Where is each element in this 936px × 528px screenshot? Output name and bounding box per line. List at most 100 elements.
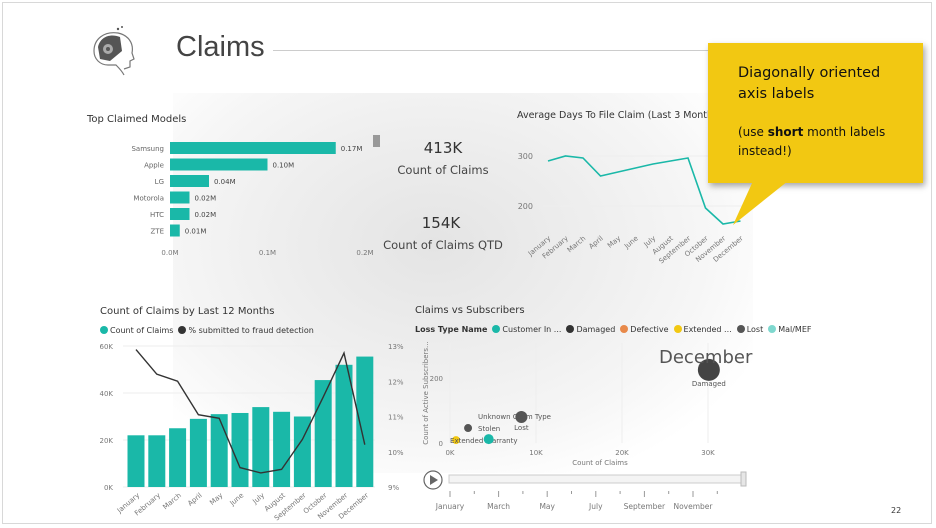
point-label: Lost [514,424,529,432]
bar-samsung [170,142,336,154]
kpi-claims-qtd-label: Count of Claims QTD [383,238,503,252]
callout-annotation: Diagonally oriented axis labels (use sho… [708,43,923,183]
teal-dot-icon [100,326,108,334]
visual-title-claims-last-12-months: Count of Claims by Last 12 Months [100,306,275,317]
kpi-count-of-claims-label: Count of Claims [397,163,489,177]
x-tick-label: 20K [615,449,629,457]
legend-title: Loss Type Name [415,325,488,334]
data-label: 0.02M [195,211,217,219]
y-left-tick-label: 20K [100,437,114,445]
legend-item[interactable]: Mal/MEF [768,325,811,334]
x-tick-label: 0K [445,449,454,457]
scatter-point [483,434,494,445]
scrollbar-thumb[interactable] [373,135,380,147]
x-tick-label: July [251,491,267,506]
y-right-tick-label: 10% [388,449,404,457]
bar-june [231,412,249,487]
legend-dot-icon [620,325,629,333]
legend-dot-icon [492,325,501,333]
bar-htc [170,208,190,220]
scatter-point [464,424,473,433]
x-tick-label: 0.1M [259,249,276,257]
y-axis-label: Count of Active Subscribers... [422,341,430,444]
bar-april [189,418,207,487]
play-axis-label: July [588,502,603,511]
category-label: LG [155,178,164,186]
play-icon [430,475,438,485]
legend-item[interactable]: Customer In ... [492,325,561,334]
legend-item[interactable]: Extended ... [673,325,732,334]
bar-august [273,411,291,487]
play-axis-label: May [539,502,555,511]
kpi-count-of-claims-value: 413K [423,139,463,157]
bar-february [148,435,166,487]
bar-september [293,416,311,487]
data-label: 0.02M [195,195,217,203]
callout-note: (use short month labels instead!) [738,125,886,158]
x-tick-label: 0.2M [356,249,373,257]
point-label: Damaged [692,380,726,388]
play-axis-label: March [487,502,510,511]
category-label: Samsung [131,145,164,153]
y-tick-label: 0 [439,440,443,448]
combo-legend: Count of Claims % submitted to fraud det… [100,326,314,335]
data-label: 0.10M [273,162,295,170]
fraud-line-series [135,349,366,474]
scatter-point [697,358,720,381]
play-axis-label: January [435,502,465,511]
legend-dot-icon [566,325,575,333]
play-axis-slider[interactable] [448,474,745,484]
x-tick-label: 0.0M [161,249,178,257]
x-tick-label: April [186,491,203,507]
kpi-claims-qtd-value: 154K [421,214,461,232]
category-label: ZTE [151,228,165,236]
point-label: Extended Warranty [450,437,517,445]
page-title: Claims [176,31,265,63]
bar-march [169,428,187,487]
y-left-tick-label: 60K [100,343,114,351]
legend-item-count-of-claims[interactable]: Count of Claims [100,326,173,335]
point-label: Unknown Claim Type [478,413,551,421]
callout-heading: Diagonally oriented axis labels [738,65,881,102]
y-right-tick-label: 12% [388,378,404,386]
category-label: Motorola [133,195,164,203]
x-tick-label: June [228,491,246,508]
x-tick-label: 30K [701,449,715,457]
bar-january [127,435,145,487]
y-left-tick-label: 0K [104,484,113,492]
scatter-legend: Loss Type Name Customer In ... Damaged Def… [415,325,811,334]
legend-item[interactable]: Damaged [566,325,615,334]
bar-zte [170,224,180,237]
visual-title-top-claimed-models: Top Claimed Models [87,114,187,125]
bar-lg [170,175,209,187]
x-tick-label: June [622,234,640,251]
title-divider [273,50,733,51]
x-tick-label: April [587,234,604,250]
legend-dot-icon [736,325,745,333]
legend-item-fraud[interactable]: % submitted to fraud detection [178,326,314,335]
page-number: 22 [891,506,902,515]
line-series [547,155,741,225]
scatter-point [452,436,461,445]
bar-july [252,407,270,487]
dark-dot-icon [178,326,187,334]
x-tick-label: March [161,491,182,511]
bar-may [210,414,228,487]
y-right-tick-label: 9% [388,484,399,492]
data-label: 0.01M [185,228,207,236]
legend-item[interactable]: Defective [620,325,669,334]
data-label: 0.04M [214,178,236,186]
x-tick-label: May [606,234,622,249]
y-right-tick-label: 13% [388,343,404,351]
legend-dot-icon [768,325,777,333]
bar-december [356,356,374,487]
point-label: Stolen [478,425,500,433]
x-axis-label: Count of Claims [572,459,628,467]
category-label: Apple [144,162,164,170]
bar-apple [170,158,268,171]
legend-item[interactable]: Lost [736,325,763,334]
play-axis-handle[interactable] [740,471,747,487]
x-tick-label: March [566,234,587,254]
top-claimed-models-chart[interactable]: Samsung 0.17M Apple 0.10M LG 0.04M Motorola 0.0… [3,3,932,524]
